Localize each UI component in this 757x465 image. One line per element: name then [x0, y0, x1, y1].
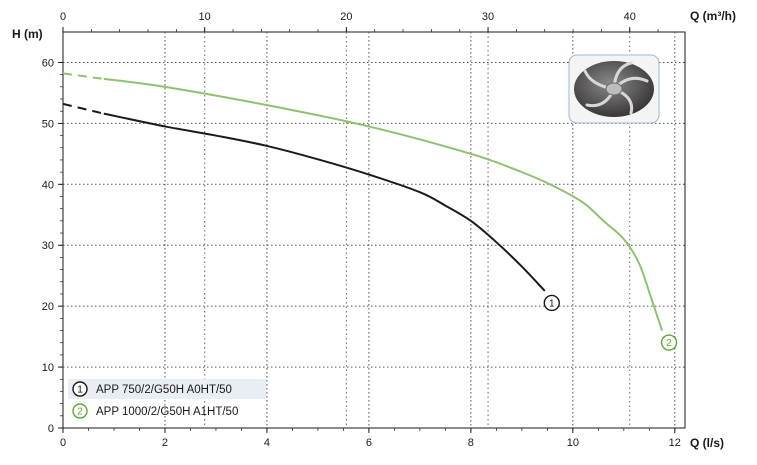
- x-bottom-tick-label: 8: [468, 437, 474, 449]
- series-2-end-marker-label: 2: [666, 338, 672, 349]
- series-1-dashed-line: [62, 102, 105, 115]
- legend: 1 APP 750/2/G50H A0HT/50 2 APP 1000/2/G5…: [68, 379, 266, 419]
- x-bottom-tick-label: 10: [567, 437, 579, 449]
- legend-marker-2-label: 2: [77, 407, 83, 418]
- x-bottom-tick-label: 4: [264, 437, 270, 449]
- series-layer: 12: [62, 72, 678, 351]
- legend-marker-1: [72, 381, 88, 397]
- x-bottom-tick-label: 2: [162, 437, 168, 449]
- series-1-end-marker-label: 1: [549, 298, 555, 309]
- legend-marker-2: [72, 403, 88, 419]
- x-top-tick-label: 0: [60, 11, 66, 23]
- legend-highlight: [68, 379, 266, 399]
- x-bottom-tick-label: 12: [669, 437, 681, 449]
- impeller-image: [568, 54, 660, 124]
- legend-item-2: 2 APP 1000/2/G50H A1HT/50: [72, 403, 238, 419]
- legend-label-2: APP 1000/2/G50H A1HT/50: [96, 406, 238, 418]
- y-tick-label: 0: [48, 423, 54, 435]
- series-1-line: [103, 112, 546, 292]
- x-axis-top-ticks: 0 10 20 30 40: [60, 11, 659, 32]
- x-top-tick-label: 40: [624, 11, 636, 23]
- y-tick-label: 50: [42, 118, 54, 130]
- y-axis-title: H (m): [12, 27, 43, 41]
- x-axis-top-title: Q (m³/h): [690, 9, 736, 23]
- legend-item-1: 1 APP 750/2/G50H A0HT/50: [72, 381, 232, 397]
- y-tick-label: 20: [42, 301, 54, 313]
- y-tick-label: 10: [42, 362, 54, 374]
- series-2-end-marker: [660, 334, 678, 351]
- x-top-tick-label: 10: [199, 11, 211, 23]
- series-2-dashed-line: [62, 72, 104, 80]
- x-bottom-tick-label: 0: [60, 437, 66, 449]
- x-bottom-tick-label: 6: [366, 437, 372, 449]
- series-1-end-marker: [543, 294, 560, 312]
- y-tick-label: 40: [42, 179, 54, 191]
- y-tick-label: 30: [42, 240, 54, 252]
- impeller-hub: [605, 82, 623, 96]
- x-top-tick-label: 20: [340, 11, 352, 23]
- y-axis-ticks: 0 10 20 30 40 50 60: [42, 57, 63, 435]
- legend-marker-1-label: 1: [77, 385, 83, 396]
- x-axis-bottom-title: Q (l/s): [690, 436, 724, 450]
- y-tick-label: 60: [42, 57, 54, 69]
- x-top-tick-label: 30: [482, 11, 494, 23]
- series-2-line: [103, 77, 664, 331]
- x-axis-bottom-ticks: 0 2 4 6 8 10 12: [60, 428, 681, 449]
- grid: [63, 32, 685, 428]
- legend-label-1: APP 750/2/G50H A0HT/50: [96, 384, 232, 396]
